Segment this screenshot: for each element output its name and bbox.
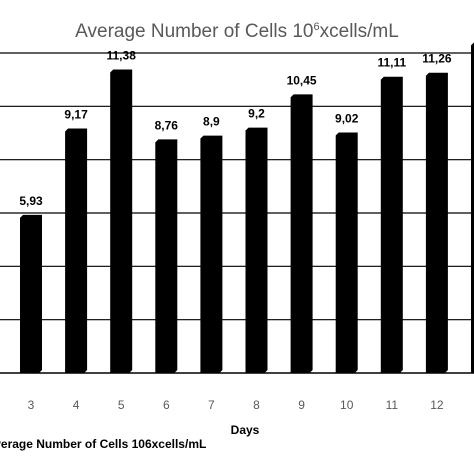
bar: [245, 127, 268, 374]
x-tick-label: 7: [208, 398, 215, 412]
chart-title-main: Average Number of Cells 10: [75, 21, 313, 42]
legend-label: Average Number of Cells 106xcells/mL: [0, 437, 206, 451]
bar: [110, 69, 133, 374]
bar: [425, 72, 448, 373]
data-label: 11,38: [107, 49, 137, 63]
data-label: 11,11: [377, 56, 406, 70]
x-axis-title: Days: [231, 423, 260, 437]
bar: [20, 214, 42, 373]
x-tick-label: 8: [253, 398, 260, 412]
data-label: 5,93: [19, 194, 43, 208]
bars: [20, 42, 474, 374]
data-label: 9,02: [335, 111, 359, 125]
bar: [65, 128, 88, 373]
x-tick-labels: 345678910111213: [28, 398, 444, 412]
data-labels: 5,93 9,17 11,38 8,76 8,9 9,2 10,45 9,02 11,11 11,…: [19, 49, 452, 208]
x-tick-label: 9: [298, 398, 305, 412]
bar: [380, 76, 403, 373]
bar: [155, 139, 178, 373]
x-tick-label: 3: [28, 398, 35, 412]
data-label: 10,45: [287, 73, 317, 87]
data-label: 9,2: [248, 107, 265, 121]
data-label: 9,17: [64, 107, 88, 121]
chart-title-superscript: 6: [314, 21, 320, 33]
chart-title-tail: xcells/mL: [320, 21, 399, 42]
x-tick-label: 11: [386, 398, 399, 412]
data-label: 11,26: [422, 52, 452, 66]
x-tick-label: 12: [430, 398, 444, 412]
data-label: 8,9: [203, 115, 220, 129]
x-tick-label: 10: [340, 398, 354, 412]
bar: [471, 42, 474, 373]
bar: [200, 135, 223, 373]
x-tick-label: 6: [163, 398, 170, 412]
data-label: 8,76: [155, 118, 179, 132]
bar: [290, 94, 313, 373]
x-tick-label: 4: [73, 398, 80, 412]
x-tick-label: 5: [118, 398, 125, 412]
chart-title: Average Number of Cells 106xcells/mL: [75, 21, 399, 42]
bar: [335, 132, 358, 373]
